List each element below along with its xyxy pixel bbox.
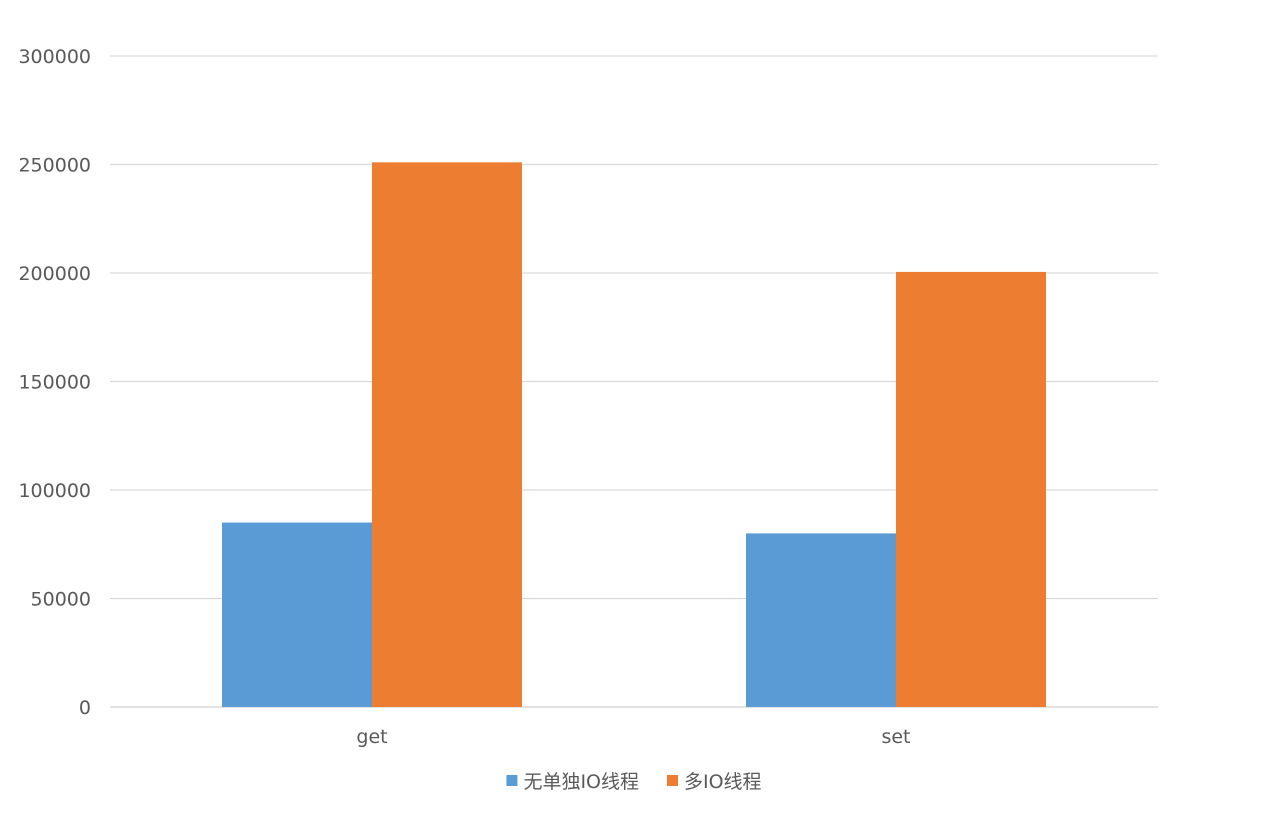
legend-label: 无单独IO线程 xyxy=(523,771,639,793)
y-tick-label: 200000 xyxy=(18,263,91,285)
legend-item: 多IO线程 xyxy=(667,771,762,793)
y-tick-label: 50000 xyxy=(31,589,91,611)
y-axis-tick-labels: 0 50000 100000 150000 200000 250000 300000 xyxy=(18,46,91,719)
y-tick-label: 250000 xyxy=(18,155,91,177)
legend-swatch xyxy=(506,775,518,786)
y-tick-label: 0 xyxy=(79,697,91,719)
legend-swatch xyxy=(667,775,678,786)
x-axis: get set xyxy=(356,726,910,748)
y-tick-label: 150000 xyxy=(18,372,91,394)
bar-get-series-0 xyxy=(222,522,372,707)
x-category-label: get xyxy=(356,726,387,748)
bar-set-series-0 xyxy=(746,533,896,707)
bar-get-series-1 xyxy=(372,162,522,707)
x-category-label: set xyxy=(881,726,910,748)
bar-set-series-1 xyxy=(896,271,1046,707)
bars xyxy=(222,162,1046,707)
y-tick-label: 100000 xyxy=(18,480,91,502)
legend: 无单独IO线程 多IO线程 xyxy=(506,771,762,793)
y-tick-label: 300000 xyxy=(18,46,91,68)
legend-item: 无单独IO线程 xyxy=(506,771,639,793)
legend-label: 多IO线程 xyxy=(684,771,762,793)
